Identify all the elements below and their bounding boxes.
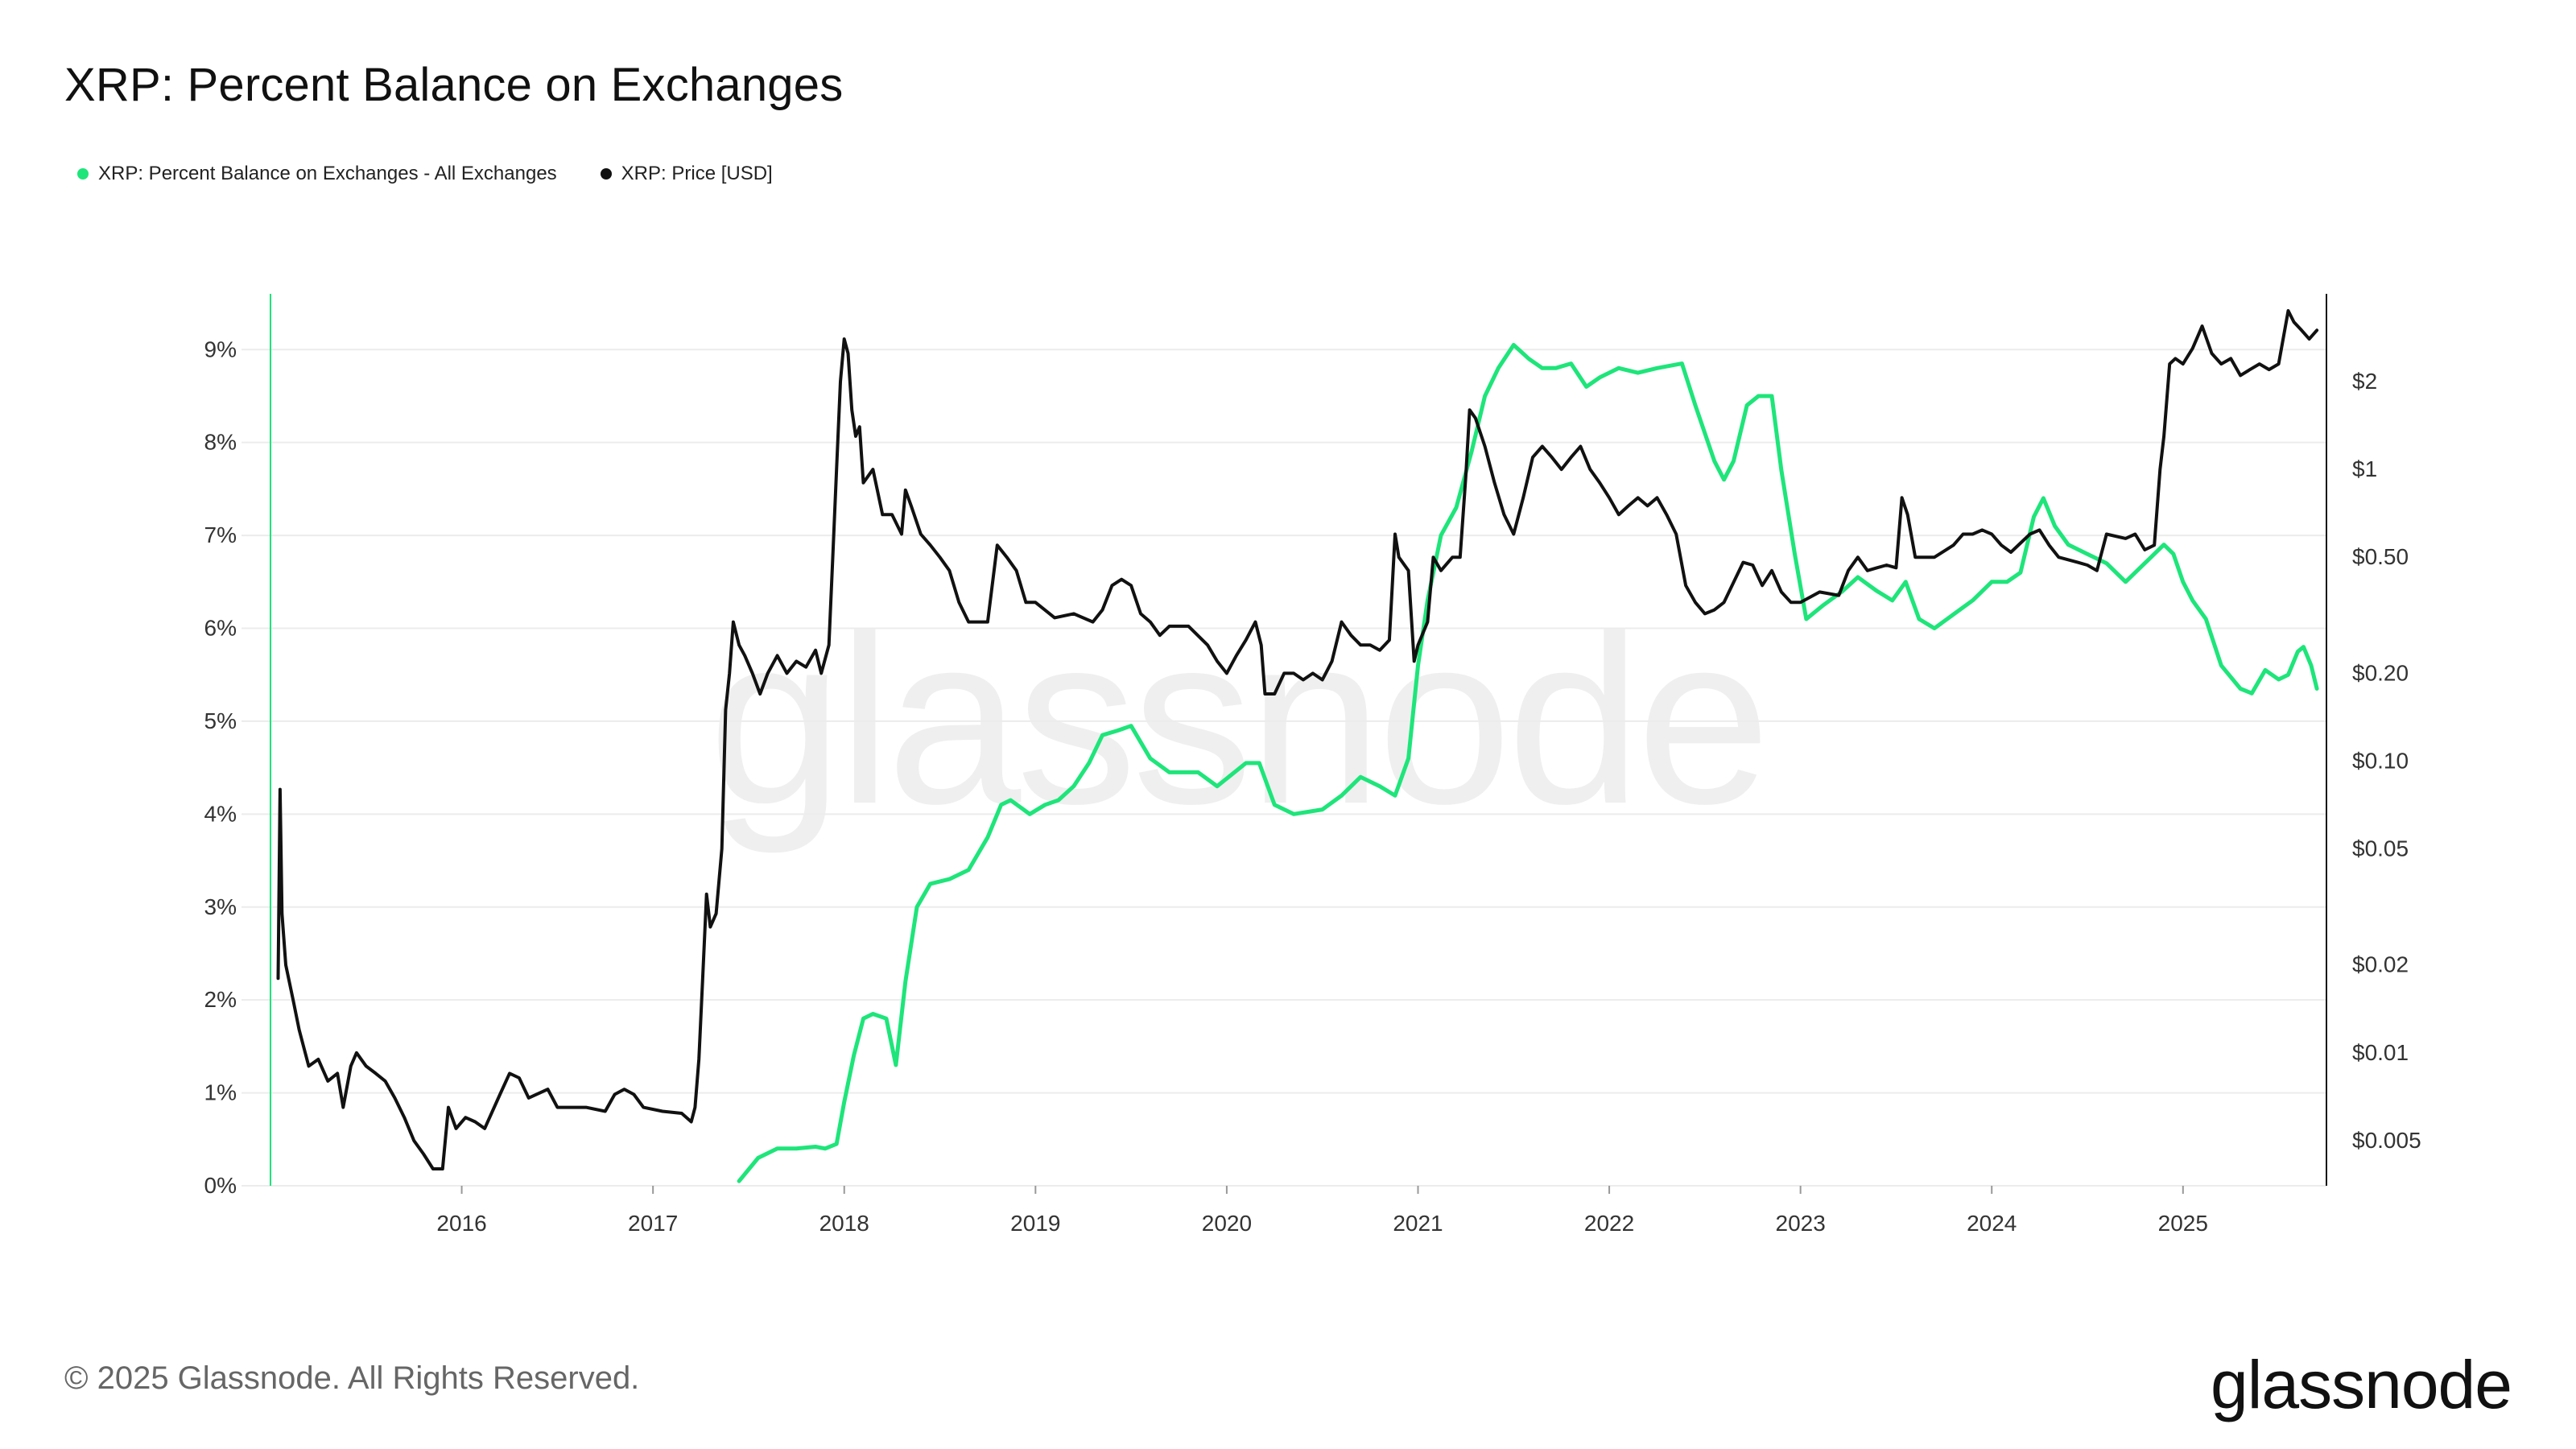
legend-item-balance[interactable]: XRP: Percent Balance on Exchanges - All … [77, 163, 557, 185]
x-tick-label: 2021 [1393, 1211, 1443, 1236]
page-title: XRP: Percent Balance on Exchanges [64, 59, 844, 111]
footer-copyright: © 2025 Glassnode. All Rights Reserved. [64, 1360, 640, 1396]
y-left-tick-label: 4% [204, 801, 237, 826]
series-line-price [276, 309, 2319, 1170]
axis-layer: 0% 1% 2% 3% 4% 5% 6% 7% 8% 9% $0.005 $0.01 $0.02 $0.0… [204, 294, 2421, 1236]
series-layer [276, 309, 2319, 1183]
y-left-tick-label: 2% [204, 987, 237, 1012]
y-right-tick-label: $0.20 [2352, 660, 2409, 685]
legend: XRP: Percent Balance on Exchanges - All … [77, 163, 773, 185]
y-left-tick-label: 1% [204, 1080, 237, 1105]
x-tick-label: 2023 [1776, 1211, 1826, 1236]
grid-layer [242, 349, 2326, 1187]
y-left-tick-label: 5% [204, 708, 237, 733]
x-tick-label: 2017 [628, 1211, 678, 1236]
y-right-tick-label: $0.01 [2352, 1040, 2409, 1065]
y-right-tick-label: $0.50 [2352, 544, 2409, 569]
x-tick-label: 2022 [1584, 1211, 1634, 1236]
y-right-tick-label: $0.005 [2352, 1128, 2421, 1153]
y-right-tick-label: $0.10 [2352, 748, 2409, 773]
y-left-tick-label: 8% [204, 430, 237, 455]
legend-item-price[interactable]: XRP: Price [USD] [600, 163, 773, 185]
y-right-tick-label: $0.05 [2352, 836, 2409, 861]
x-tick-label: 2019 [1010, 1211, 1060, 1236]
legend-label-balance: XRP: Percent Balance on Exchanges - All … [98, 163, 557, 184]
y-right-tick-label: $2 [2352, 369, 2377, 394]
y-left-tick-label: 0% [204, 1173, 237, 1198]
y-left-tick-label: 9% [204, 336, 237, 361]
legend-dot-price [600, 168, 612, 180]
x-tick-label: 2016 [436, 1211, 486, 1236]
x-tick-label: 2025 [2158, 1211, 2208, 1236]
legend-label-price: XRP: Price [USD] [621, 163, 773, 184]
x-tick-label: 2018 [819, 1211, 869, 1236]
y-left-tick-label: 3% [204, 894, 237, 919]
x-tick-label: 2024 [1967, 1211, 2017, 1236]
footer-brand-logo: glassnode [2211, 1347, 2512, 1422]
y-left-tick-label: 7% [204, 522, 237, 547]
x-tick-label: 2020 [1202, 1211, 1252, 1236]
series-line-balance [737, 343, 2319, 1183]
legend-dot-balance [77, 168, 89, 180]
y-right-tick-label: $0.02 [2352, 952, 2409, 977]
y-left-tick-label: 6% [204, 616, 237, 641]
y-right-tick-label: $1 [2352, 456, 2377, 481]
